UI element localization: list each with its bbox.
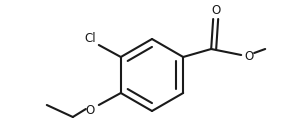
Text: O: O bbox=[245, 50, 254, 63]
Text: O: O bbox=[85, 104, 95, 117]
Text: O: O bbox=[211, 3, 220, 17]
Text: Cl: Cl bbox=[84, 33, 96, 46]
